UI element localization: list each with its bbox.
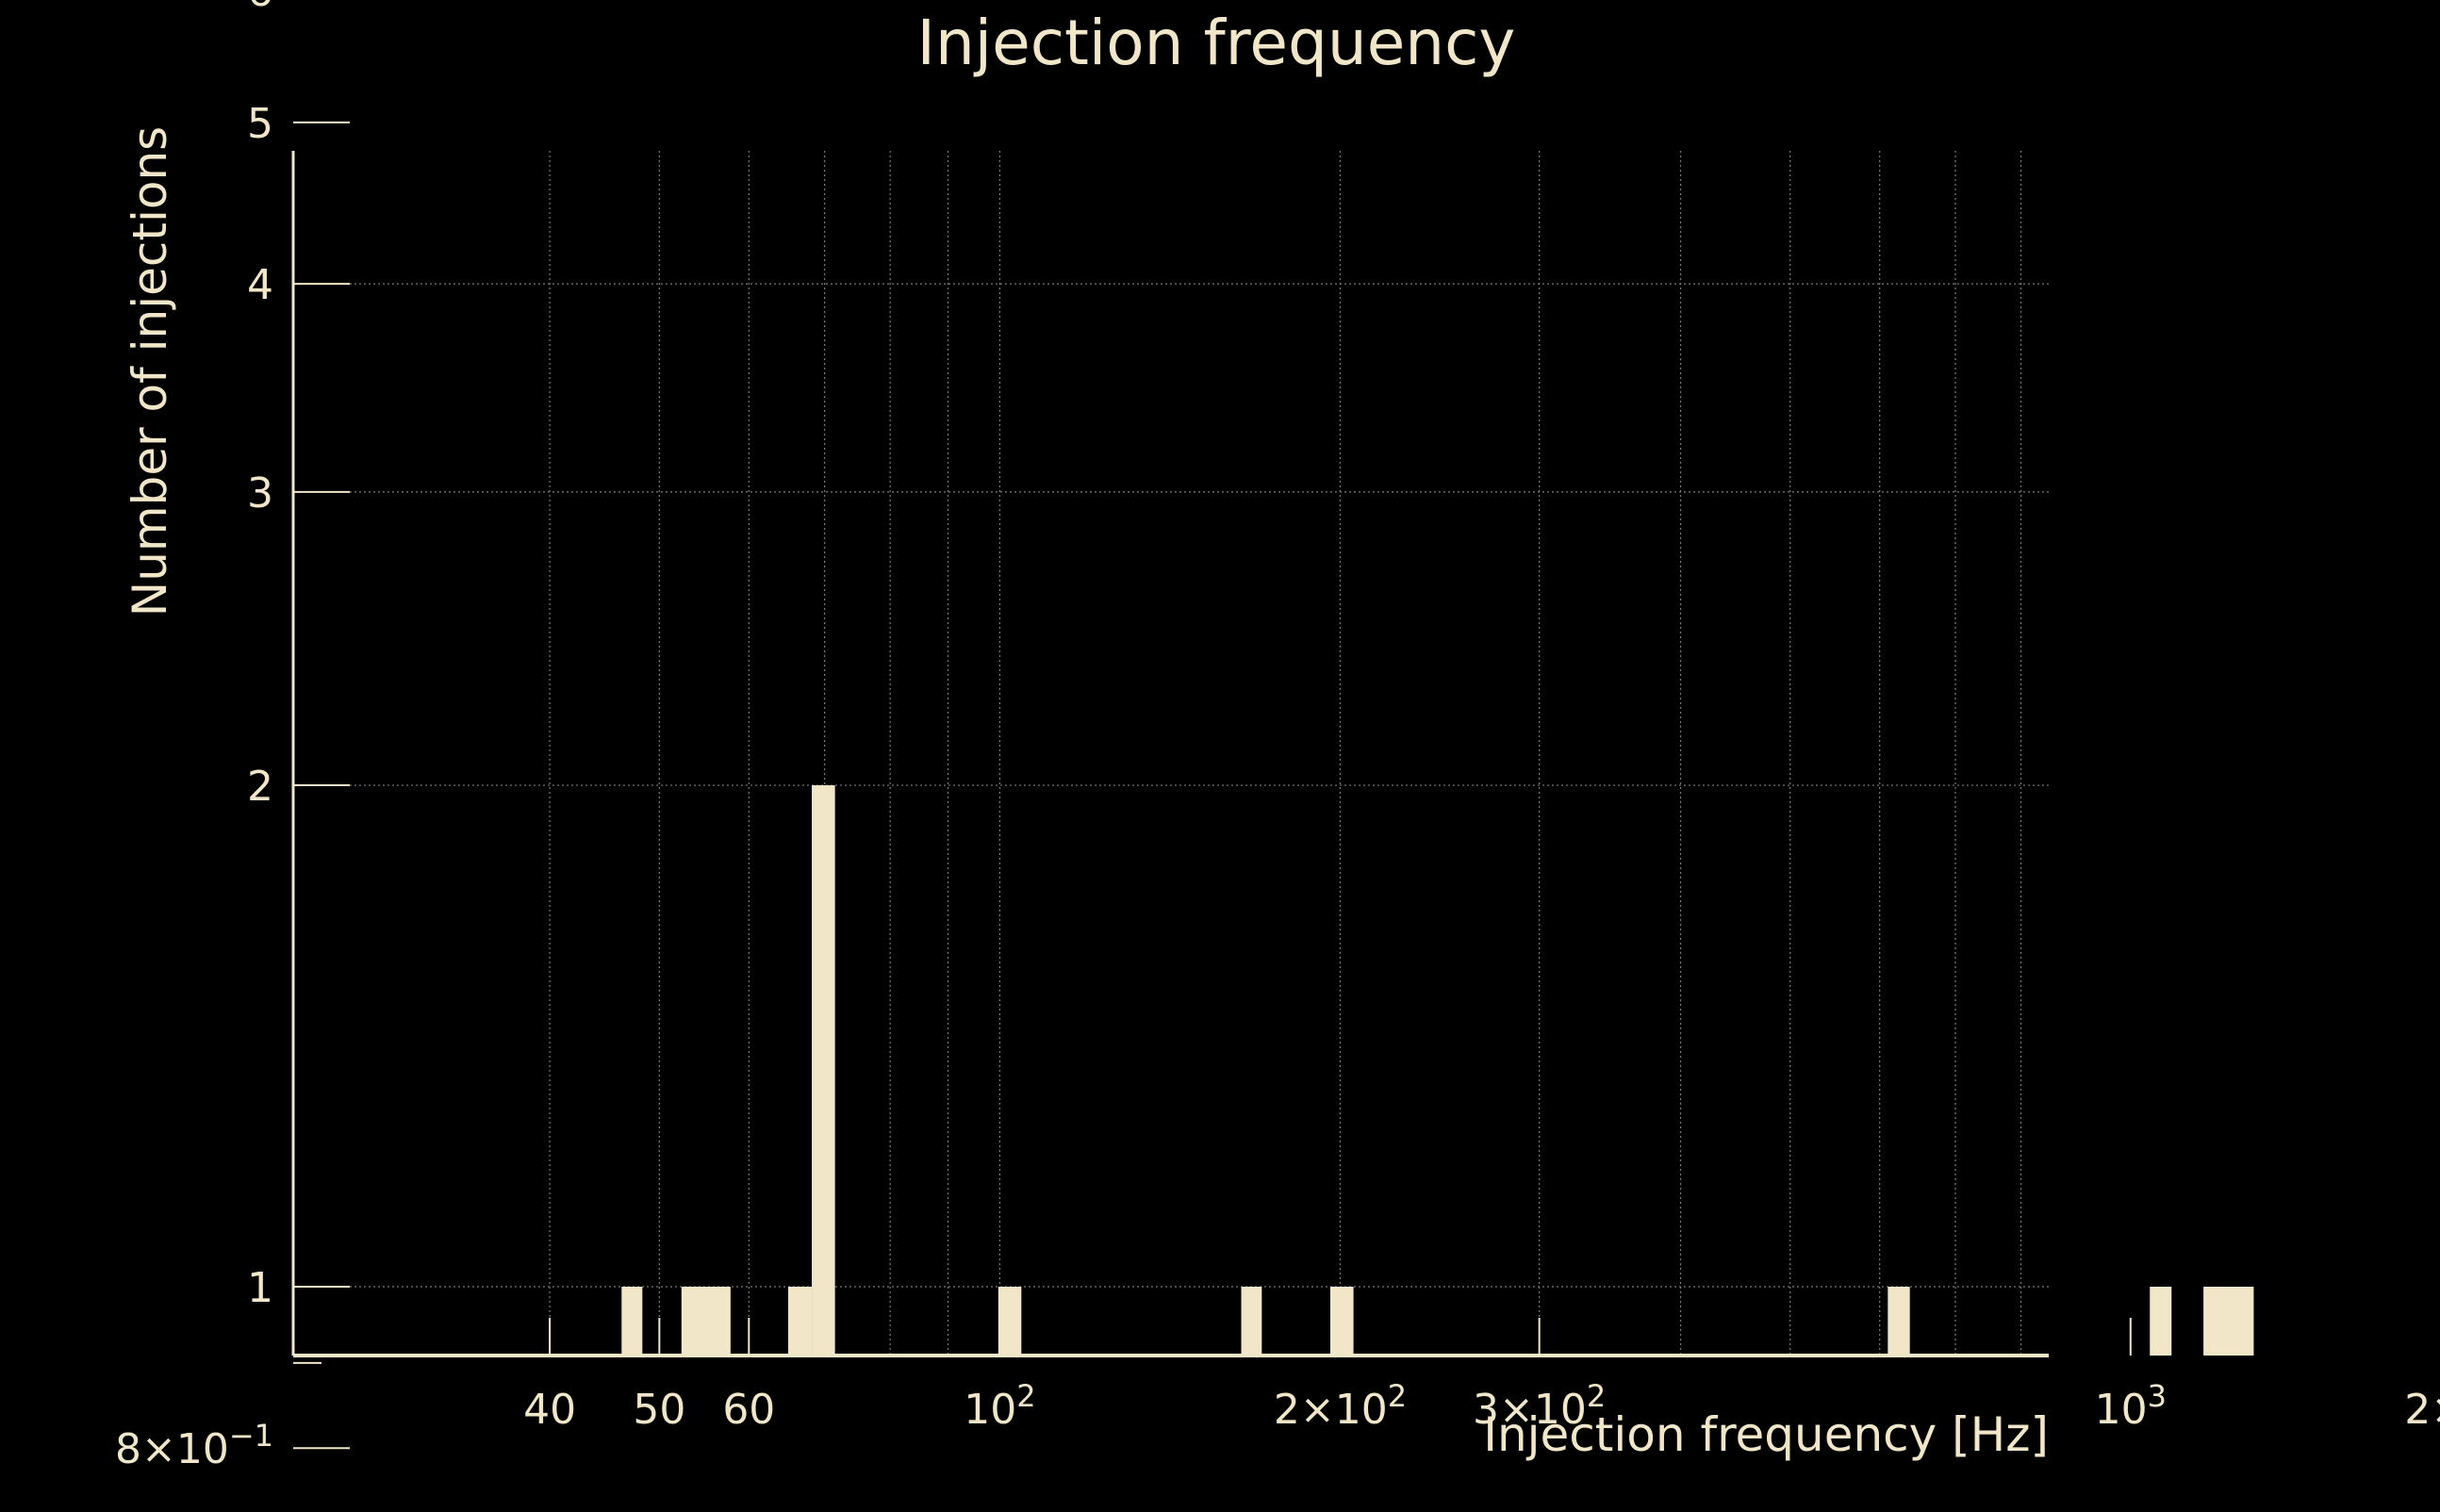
x-tick-label: 2×103 <box>2404 1378 2440 1434</box>
x-tick-label: 50 <box>633 1386 685 1434</box>
x-tick-label: 2×102 <box>1274 1378 1407 1434</box>
y-tick-label: 3 <box>247 469 273 518</box>
y-axis-label: Number of injections <box>123 126 177 616</box>
tick-labels: 8×10−112345671020304050601022×1023×10210… <box>115 0 2440 1473</box>
chart-title: Injection frequency <box>917 7 1516 79</box>
filled-bars-series <box>621 785 2254 1356</box>
x-tick-label: 102 <box>964 1378 1035 1434</box>
x-tick-label: 60 <box>722 1386 775 1434</box>
histogram-bar <box>1241 1287 1262 1356</box>
histogram-bar <box>997 1287 1022 1356</box>
y-tick-label: 8×10−1 <box>115 1418 273 1473</box>
y-tick-label: 2 <box>247 763 273 811</box>
histogram-bar <box>1888 1287 1910 1356</box>
y-tick-label: 5 <box>247 100 273 148</box>
x-tick-label: 40 <box>523 1386 576 1434</box>
histogram-bar <box>812 785 835 1356</box>
y-tick-label: 1 <box>247 1264 273 1312</box>
x-axis-label: Injection frequency [Hz] <box>1483 1407 2049 1462</box>
histogram-bar <box>1329 1287 1354 1356</box>
axes <box>291 121 2132 1450</box>
x-tick-label: 3×102 <box>1473 1378 1606 1434</box>
histogram-bar <box>788 1287 813 1356</box>
y-tick-label: 4 <box>247 261 273 309</box>
histogram-bar <box>621 1287 643 1356</box>
x-tick-label: 103 <box>2095 1378 2167 1434</box>
y-tick-label: 6 <box>247 0 273 16</box>
histogram-bar <box>2203 1287 2254 1356</box>
histogram-bar <box>681 1287 731 1356</box>
histogram-bar <box>2150 1287 2172 1356</box>
